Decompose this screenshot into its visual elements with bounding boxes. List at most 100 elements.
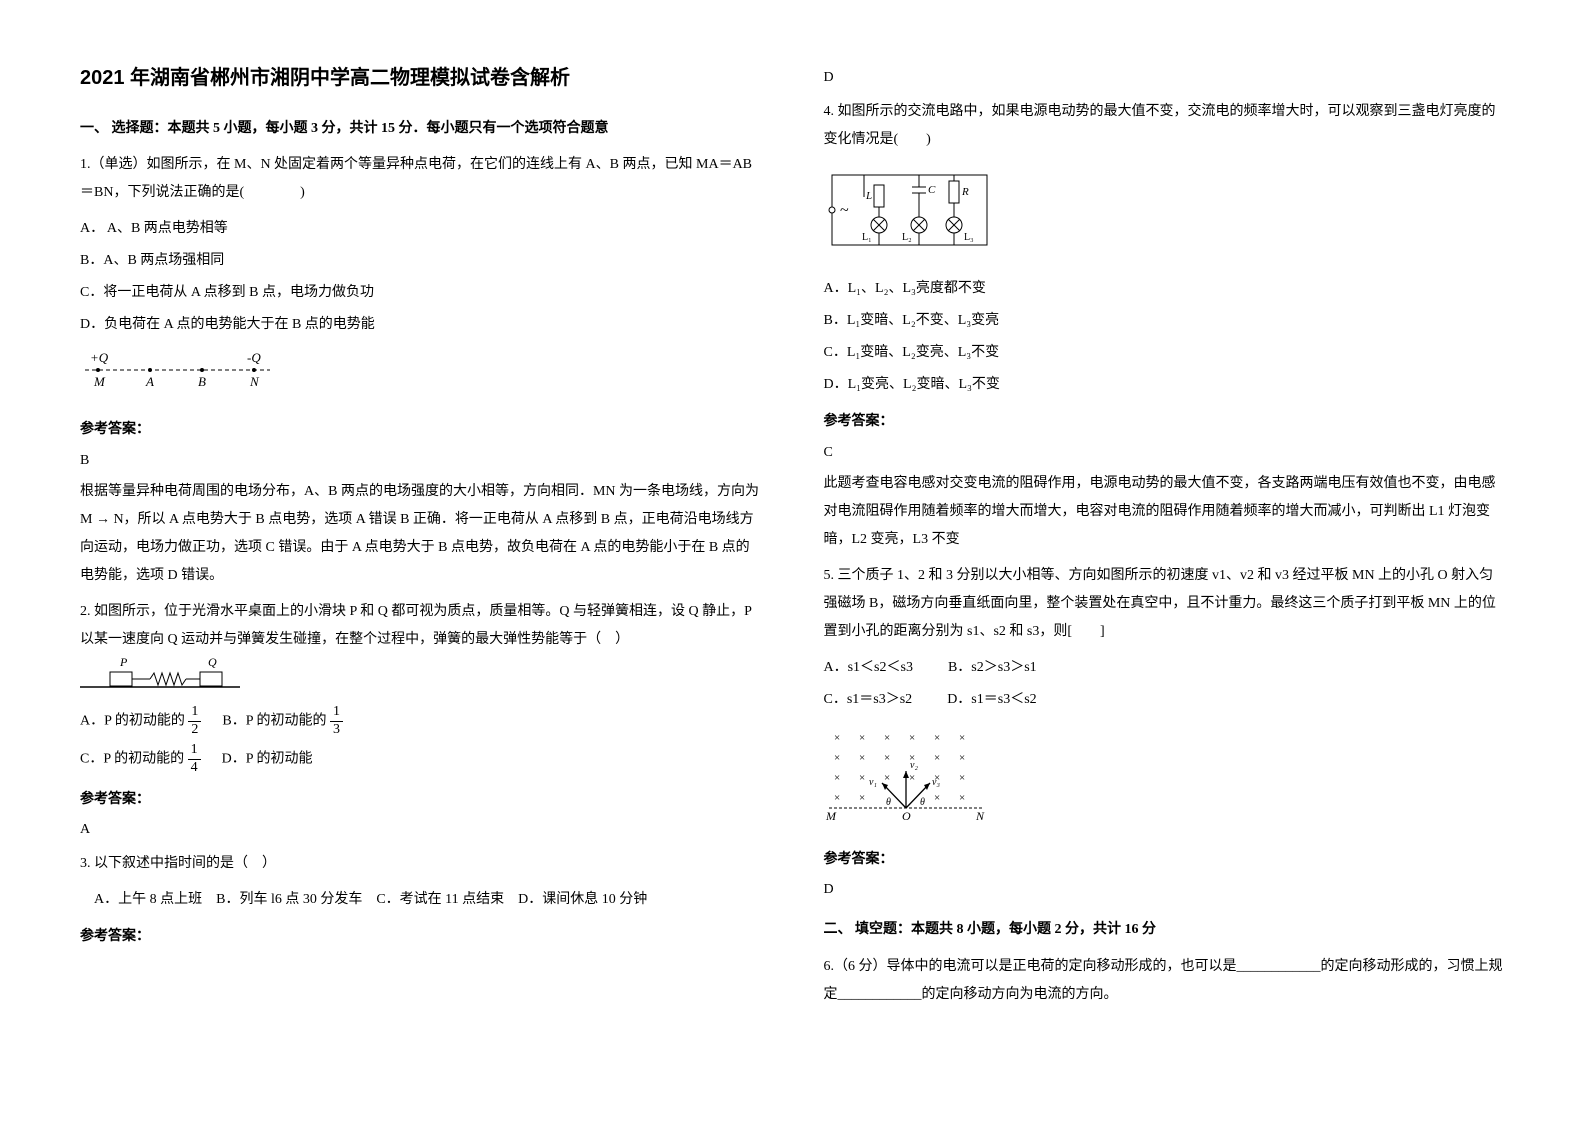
q1-answer: B (80, 448, 764, 473)
svg-text:×: × (859, 772, 865, 784)
q5-optC: C．s1＝s3＞s2 (824, 692, 913, 707)
q2-optB-prefix: B．P 的初动能的 (222, 713, 326, 728)
q1-optA: A． A、B 两点电势相等 (80, 215, 764, 243)
label-O: O (902, 809, 911, 823)
svg-text:×: × (909, 732, 915, 744)
label-L2: L₂ (902, 232, 912, 243)
q4-stem: 4. 如图所示的交流电路中，如果电源电动势的最大值不变，交流电的频率增大时，可以… (824, 98, 1508, 154)
label-v1: v₁ (869, 777, 877, 788)
svg-text:×: × (934, 752, 940, 764)
label-L: L (865, 190, 872, 202)
fraction-num: 1 (330, 704, 343, 722)
q3-answer-label: 参考答案： (80, 924, 764, 949)
label-minusQ: -Q (247, 350, 261, 365)
q5-optCD: C．s1＝s3＞s2 D．s1＝s3＜s2 (824, 686, 1508, 714)
label-L3: L₃ (964, 232, 974, 243)
q4-diagram: ~ L C R (824, 167, 994, 257)
q5-optA: A．s1＜s2＜s3 (824, 660, 913, 675)
q6-stem: 6.（6 分）导体中的电流可以是正电荷的定向移动形成的，也可以是________… (824, 953, 1508, 1009)
page-container: 2021 年湖南省郴州市湘阴中学高二物理模拟试卷含解析 一、 选择题：本题共 5… (80, 60, 1507, 1017)
svg-text:×: × (959, 772, 965, 784)
svg-text:×: × (884, 752, 890, 764)
svg-text:×: × (834, 772, 840, 784)
q2-optA: A．P 的初动能的 1 2 B．P 的初动能的 1 3 (80, 704, 764, 739)
label-N: N (249, 374, 260, 389)
q2-diagram: P Q (80, 654, 240, 696)
q4-optC: C．L₁变暗、L₂变亮、L₃不变 (824, 339, 1508, 367)
q2-optC-fraction: 1 4 (188, 742, 201, 777)
svg-text:×: × (884, 732, 890, 744)
label-Q: Q (208, 655, 217, 669)
label-v2: v₂ (910, 760, 918, 771)
svg-text:×: × (834, 752, 840, 764)
fraction-den: 3 (330, 722, 343, 739)
svg-text:×: × (959, 732, 965, 744)
label-C: C (928, 184, 936, 196)
label-theta2: θ (920, 797, 925, 808)
q5-answer: D (824, 877, 1508, 902)
q2-answer-label: 参考答案： (80, 787, 764, 812)
q1-optD: D．负电荷在 A 点的电势能大于在 B 点的电势能 (80, 311, 764, 339)
q2-optCD: C．P 的初动能的 1 4 D．P 的初动能 (80, 742, 764, 777)
q5-stem: 5. 三个质子 1、2 和 3 分别以大小相等、方向如图所示的初速度 v1、v2… (824, 562, 1508, 646)
q2-optD: D．P 的初动能 (222, 752, 313, 767)
label-A: A (145, 374, 154, 389)
label-P: P (119, 655, 128, 669)
q3-stem: 3. 以下叙述中指时间的是（ ） (80, 850, 764, 878)
label-theta1: θ (886, 797, 891, 808)
q1-stem: 1.（单选）如图所示，在 M、N 处固定着两个等量异种点电荷，在它们的连线上有 … (80, 151, 764, 207)
label-v3: v₃ (932, 777, 940, 788)
label-B: B (198, 374, 206, 389)
q4-explanation: 此题考查电容电感对交变电流的阻碍作用，电源电动势的最大值不变，各支路两端电压有效… (824, 470, 1508, 554)
label-L1: L₁ (862, 232, 872, 243)
q3-options: A．上午 8 点上班 B．列车 l6 点 30 分发车 C．考试在 11 点结束… (80, 886, 764, 914)
q2-optA-fraction: 1 2 (188, 704, 201, 739)
q5-answer-label: 参考答案： (824, 847, 1508, 872)
label-R: R (961, 186, 969, 198)
label-plusQ: +Q (90, 350, 109, 365)
q1-diagram: +Q -Q M A B N (80, 348, 280, 393)
q2-stem: 2. 如图所示，位于光滑水平桌面上的小滑块 P 和 Q 都可视为质点，质量相等。… (80, 598, 764, 696)
fraction-den: 2 (188, 722, 201, 739)
left-column: 2021 年湖南省郴州市湘阴中学高二物理模拟试卷含解析 一、 选择题：本题共 5… (80, 60, 764, 1017)
q1-explanation: 根据等量异种电荷周围的电场分布，A、B 两点的电场强度的大小相等，方向相同．MN… (80, 478, 764, 590)
q2-optB-fraction: 1 3 (330, 704, 343, 739)
svg-text:×: × (909, 772, 915, 784)
fraction-den: 4 (188, 760, 201, 777)
q2-stem-text: 2. 如图所示，位于光滑水平桌面上的小滑块 P 和 Q 都可视为质点，质量相等。… (80, 604, 751, 647)
svg-text:×: × (934, 732, 940, 744)
label-M: M (93, 374, 106, 389)
q2-answer: A (80, 817, 764, 842)
right-column: D 4. 如图所示的交流电路中，如果电源电动势的最大值不变，交流电的频率增大时，… (824, 60, 1508, 1017)
section1-header: 一、 选择题：本题共 5 小题，每小题 3 分，共计 15 分．每小题只有一个选… (80, 116, 764, 141)
fraction-num: 1 (188, 742, 201, 760)
svg-text:×: × (834, 732, 840, 744)
q5-optD: D．s1＝s3＜s2 (947, 692, 1036, 707)
svg-text:×: × (959, 752, 965, 764)
q2-optC-prefix: C．P 的初动能的 (80, 752, 184, 767)
svg-text:×: × (959, 792, 965, 804)
q4-answer-label: 参考答案： (824, 409, 1508, 434)
label-N: N (975, 809, 985, 823)
q1-optC: C．将一正电荷从 A 点移到 B 点，电场力做负功 (80, 279, 764, 307)
fraction-num: 1 (188, 704, 201, 722)
page-title: 2021 年湖南省郴州市湘阴中学高二物理模拟试卷含解析 (80, 60, 764, 96)
svg-text:~: ~ (840, 202, 849, 219)
q1-answer-label: 参考答案： (80, 417, 764, 442)
svg-text:×: × (859, 732, 865, 744)
svg-text:×: × (884, 772, 890, 784)
svg-text:×: × (859, 752, 865, 764)
svg-text:×: × (834, 792, 840, 804)
svg-text:×: × (934, 792, 940, 804)
q4-answer: C (824, 440, 1508, 465)
q4-optD: D．L₁变亮、L₂变暗、L₃不变 (824, 371, 1508, 399)
q1-optB: B．A、B 两点场强相同 (80, 247, 764, 275)
q5-optAB: A．s1＜s2＜s3 B．s2＞s3＞s1 (824, 654, 1508, 682)
q4-optB: B．L₁变暗、L₂不变、L₃变亮 (824, 307, 1508, 335)
q5-optB: B．s2＞s3＞s1 (948, 660, 1037, 675)
label-M: M (825, 809, 837, 823)
svg-text:×: × (859, 792, 865, 804)
q3-answer: D (824, 65, 1508, 90)
q2-optA-prefix: A．P 的初动能的 (80, 713, 185, 728)
q4-optA: A．L₁、L₂、L₃亮度都不变 (824, 275, 1508, 303)
